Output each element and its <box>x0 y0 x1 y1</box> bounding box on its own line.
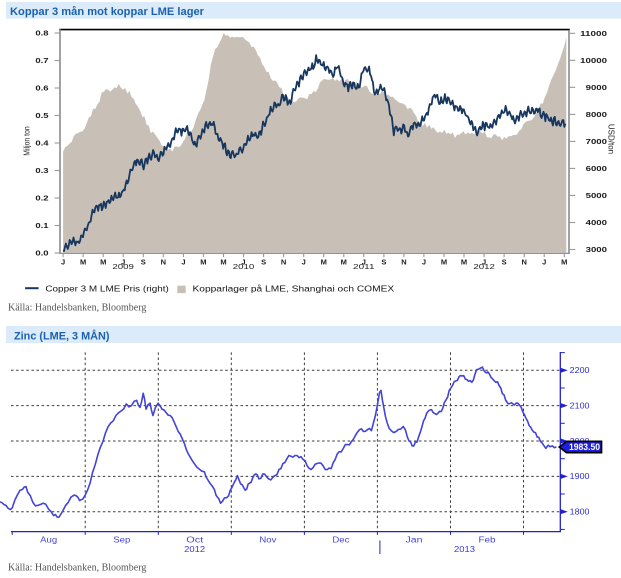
svg-text:2011: 2011 <box>353 262 375 271</box>
svg-text:7000: 7000 <box>586 137 607 146</box>
svg-text:M: M <box>80 257 86 266</box>
svg-text:S: S <box>502 257 507 266</box>
svg-text:M: M <box>220 257 226 266</box>
svg-text:J: J <box>241 257 245 266</box>
svg-text:S: S <box>141 257 146 266</box>
svg-text:S: S <box>261 257 266 266</box>
svg-text:11000: 11000 <box>580 29 607 38</box>
svg-text:Dec: Dec <box>332 535 349 544</box>
svg-text:Kopparlager på LME, Shanghai o: Kopparlager på LME, Shanghai och COMEX <box>193 285 396 294</box>
svg-text:Nov: Nov <box>259 535 276 544</box>
svg-text:J: J <box>302 257 306 266</box>
svg-text:3000: 3000 <box>586 245 607 254</box>
svg-text:S: S <box>381 257 386 266</box>
svg-text:2100: 2100 <box>570 402 590 411</box>
svg-text:J: J <box>121 257 125 266</box>
svg-text:Feb: Feb <box>479 535 497 544</box>
svg-text:Jan: Jan <box>406 535 423 544</box>
svg-text:Aug: Aug <box>40 535 57 544</box>
svg-text:Koppar 3 mån mot koppar LME la: Koppar 3 mån mot koppar LME lager <box>10 6 205 18</box>
svg-text:0.0: 0.0 <box>35 249 48 258</box>
svg-text:Zinc (LME, 3 MÅN): Zinc (LME, 3 MÅN) <box>14 330 110 343</box>
svg-text:M: M <box>561 257 567 266</box>
svg-text:2012: 2012 <box>473 262 495 271</box>
svg-text:0.4: 0.4 <box>35 139 49 148</box>
svg-text:Oct: Oct <box>186 535 204 544</box>
svg-text:N: N <box>161 257 166 266</box>
svg-text:0.5: 0.5 <box>35 111 48 120</box>
svg-text:0.7: 0.7 <box>35 56 48 65</box>
svg-text:0.8: 0.8 <box>35 29 48 38</box>
svg-text:1983.50: 1983.50 <box>569 442 600 452</box>
svg-text:M: M <box>200 257 206 266</box>
svg-text:J: J <box>61 257 65 266</box>
svg-text:M: M <box>441 257 447 266</box>
svg-text:6000: 6000 <box>586 164 607 173</box>
svg-text:0.2: 0.2 <box>35 194 48 203</box>
svg-text:M: M <box>100 257 106 266</box>
svg-text:1800: 1800 <box>570 508 590 517</box>
svg-text:USD/ton: USD/ton <box>606 124 615 154</box>
svg-text:M: M <box>461 257 467 266</box>
svg-text:2200: 2200 <box>570 366 590 375</box>
svg-text:M: M <box>321 257 327 266</box>
svg-text:N: N <box>401 257 406 266</box>
svg-text:M: M <box>341 257 347 266</box>
svg-text:Sep: Sep <box>113 535 131 544</box>
svg-text:2013: 2013 <box>454 545 476 554</box>
svg-text:0.6: 0.6 <box>35 84 48 93</box>
svg-text:2010: 2010 <box>233 262 255 271</box>
svg-text:N: N <box>521 257 526 266</box>
svg-text:0.1: 0.1 <box>35 221 48 230</box>
svg-text:J: J <box>362 257 366 266</box>
svg-text:0.3: 0.3 <box>35 166 48 175</box>
svg-text:Miljon ton: Miljon ton <box>23 126 32 156</box>
svg-text:Copper 3 M LME Pris (right): Copper 3 M LME Pris (right) <box>45 285 169 294</box>
svg-text:J: J <box>422 257 426 266</box>
svg-text:9000: 9000 <box>586 83 607 92</box>
svg-text:8000: 8000 <box>586 110 607 119</box>
svg-text:2009: 2009 <box>112 262 134 271</box>
svg-text:Källa: Handelsbanken, Bloomber: Källa: Handelsbanken, Bloomberg <box>8 563 146 574</box>
svg-text:J: J <box>482 257 486 266</box>
svg-text:2012: 2012 <box>184 545 206 554</box>
svg-text:4000: 4000 <box>586 218 607 227</box>
svg-text:10000: 10000 <box>580 56 607 65</box>
svg-text:Källa: Handelsbanken, Bloomber: Källa: Handelsbanken, Bloomberg <box>8 302 146 313</box>
svg-text:N: N <box>281 257 286 266</box>
svg-text:5000: 5000 <box>586 191 607 200</box>
svg-text:J: J <box>542 257 546 266</box>
svg-text:J: J <box>181 257 185 266</box>
svg-text:1900: 1900 <box>570 472 590 481</box>
